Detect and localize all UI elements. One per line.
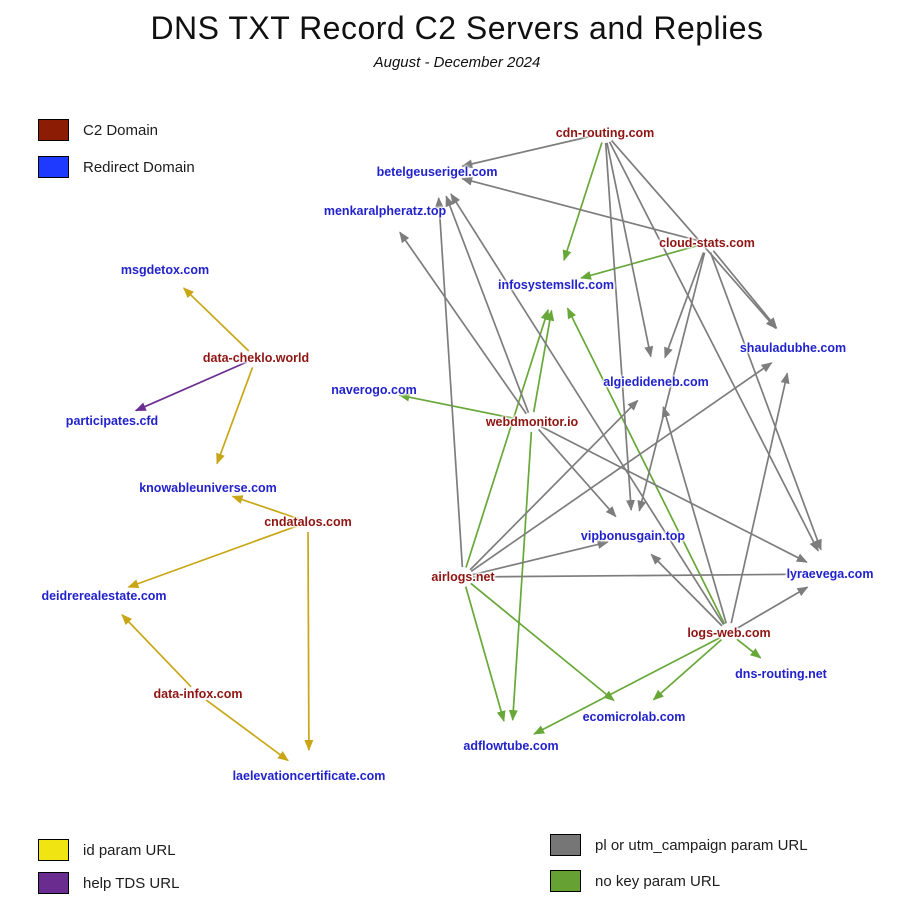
- edge-logs-web-com-to-betelgeuserigel-com: [450, 193, 725, 626]
- edge-logs-web-com-to-ecomicrolab-com: [652, 638, 723, 701]
- edge-webdmonitor-io-to-menkaralpheratz-top: [399, 231, 527, 415]
- c2-domain-swatch: [38, 119, 69, 141]
- redirect-domain-label: Redirect Domain: [83, 158, 195, 176]
- edge-cdn-routing-com-to-lyraevega-com: [608, 141, 819, 552]
- edge-airlogs-net-to-betelgeuserigel-com: [434, 196, 464, 568]
- edge-cloud-stats-com-to-betelgeuserigel-com: [461, 176, 698, 242]
- edge-logs-web-com-to-infosystemsllc-com: [566, 307, 726, 625]
- edge-cndatalos-com-to-knowableuniverse-com: [231, 495, 299, 520]
- edge-cloud-stats-com-to-lyraevega-com: [709, 252, 822, 551]
- help-tds-swatch: [38, 872, 69, 894]
- pl-utm-param-label: pl or utm_campaign param URL: [595, 836, 808, 854]
- edge-data-cheklo-world-to-knowableuniverse-com: [216, 367, 254, 465]
- legend-item-redirect-domain: Redirect Domain: [38, 155, 195, 179]
- legend-item-id-param: id param URL: [38, 838, 179, 862]
- edge-cdn-routing-com-to-betelgeuserigel-com: [461, 134, 596, 169]
- id-param-label: id param URL: [83, 841, 176, 859]
- redirect-domain-swatch: [38, 156, 69, 178]
- edge-logs-web-com-to-adflowtube-com: [533, 636, 721, 735]
- edge-cdn-routing-com-to-shauladubhe-com: [610, 139, 777, 330]
- page-title: DNS TXT Record C2 Servers and Replies: [150, 10, 764, 46]
- legend-url-types-left: id param URL help TDS URL: [38, 838, 179, 908]
- pl-utm-param-swatch: [550, 834, 581, 856]
- legend-item-no-key-param: no key param URL: [550, 869, 808, 893]
- edge-cndatalos-com-to-deidrerealestate-com: [127, 524, 299, 588]
- legend-node-types: C2 Domain Redirect Domain: [38, 118, 195, 192]
- edge-airlogs-net-to-lyraevega-com: [472, 569, 806, 579]
- edge-logs-web-com-to-shauladubhe-com: [730, 372, 790, 624]
- page-subtitle: August - December 2024: [373, 54, 541, 71]
- edge-webdmonitor-io-to-lyraevega-com: [540, 425, 808, 563]
- legend-item-c2-domain: C2 Domain: [38, 118, 195, 142]
- edge-cloud-stats-com-to-vipbonusgain-top: [637, 252, 706, 512]
- edge-logs-web-com-to-vipbonusgain-top: [650, 553, 723, 627]
- edge-data-cheklo-world-to-msgdetox-com: [182, 287, 250, 352]
- edge-data-infox-com-to-deidrerealestate-com: [121, 614, 192, 688]
- edge-logs-web-com-to-algiedideneb-com: [661, 406, 728, 624]
- no-key-param-swatch: [550, 870, 581, 892]
- edge-airlogs-net-to-algiedideneb-com: [469, 399, 639, 571]
- no-key-param-label: no key param URL: [595, 872, 721, 890]
- edge-cndatalos-com-to-laelevationcertificate-com: [304, 531, 314, 752]
- edge-airlogs-net-to-vipbonusgain-top: [472, 540, 609, 576]
- legend-item-pl-utm-param: pl or utm_campaign param URL: [550, 833, 808, 857]
- legend-url-types-right: pl or utm_campaign param URL no key para…: [550, 833, 808, 906]
- id-param-swatch: [38, 839, 69, 861]
- edge-data-cheklo-world-to-participates-cfd: [134, 361, 248, 412]
- edge-webdmonitor-io-to-infosystemsllc-com: [532, 309, 555, 413]
- edge-airlogs-net-to-adflowtube-com: [464, 586, 506, 722]
- edge-airlogs-net-to-infosystemsllc-com: [465, 308, 550, 568]
- edge-webdmonitor-io-to-betelgeuserigel-com: [445, 195, 530, 413]
- edge-cloud-stats-com-to-shauladubhe-com: [712, 250, 778, 329]
- edge-airlogs-net-to-ecomicrolab-com: [470, 582, 615, 702]
- c2-domain-label: C2 Domain: [83, 121, 159, 139]
- edge-webdmonitor-io-to-naverogo-com: [398, 392, 523, 421]
- edge-cloud-stats-com-to-infosystemsllc-com: [580, 244, 698, 280]
- edge-cdn-routing-com-to-infosystemsllc-com: [562, 142, 603, 262]
- edge-webdmonitor-io-to-vipbonusgain-top: [537, 428, 617, 518]
- edge-data-infox-com-to-laelevationcertificate-com: [205, 699, 289, 762]
- edge-cdn-routing-com-to-algiedideneb-com: [606, 142, 654, 358]
- edge-logs-web-com-to-lyraevega-com: [737, 586, 809, 629]
- help-tds-label: help TDS URL: [83, 874, 180, 892]
- edge-cloud-stats-com-to-algiedideneb-com: [664, 252, 705, 359]
- edge-cdn-routing-com-to-vipbonusgain-top: [604, 142, 635, 512]
- legend-item-help-tds: help TDS URL: [38, 871, 179, 895]
- edge-logs-web-com-to-dns-routing-net: [736, 638, 762, 659]
